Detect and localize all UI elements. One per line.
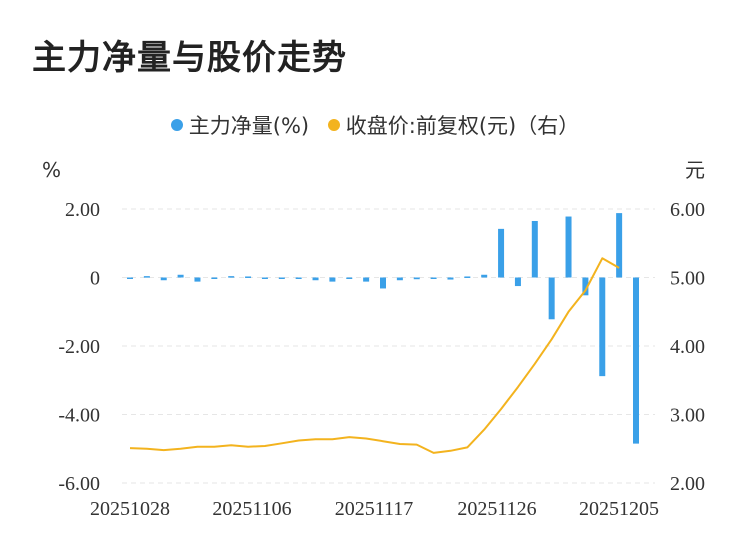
net-volume-bar (245, 276, 252, 278)
x-tick-label: 20251126 (457, 498, 536, 520)
x-axis: 20251028 20251106 20251117 20251126 20251205 (90, 498, 659, 520)
y-right-tick-label: 2.00 (670, 473, 705, 495)
net-volume-bar (228, 276, 235, 278)
net-volume-bar (633, 277, 639, 444)
net-volume-bar (143, 276, 150, 278)
y-right-unit: 元 (685, 158, 705, 182)
legend-label-net-volume: 主力净量(%) (188, 114, 310, 138)
net-volume-bar (565, 216, 572, 278)
net-volume-bar (261, 277, 268, 279)
net-volume-bar (447, 277, 454, 280)
close-price-line (129, 257, 620, 454)
x-tick-label: 20251205 (579, 498, 659, 520)
legend-item-close-price[interactable]: 收盘价:前复权(元)（右） (327, 110, 580, 140)
net-volume-bar (194, 277, 201, 282)
net-volume-bar (599, 277, 606, 377)
price-line (129, 257, 620, 454)
net-volume-bar (329, 277, 336, 282)
y-left-tick-label: -4.00 (58, 405, 100, 427)
x-tick-label: 20251106 (212, 498, 291, 520)
net-volume-bar (548, 277, 555, 320)
net-volume-bar (498, 228, 505, 278)
net-volume-bar (346, 277, 353, 279)
legend-swatch-net-volume (170, 119, 183, 131)
y-right-tick-label: 4.00 (670, 336, 705, 358)
net-volume-bar (312, 277, 319, 281)
y-right-tick-label: 6.00 (670, 199, 705, 221)
y-left-tick-label: 0 (90, 268, 100, 290)
net-volume-bar (295, 277, 302, 279)
net-volume-bars (127, 213, 639, 444)
y-right-tick-label: 3.00 (670, 405, 705, 427)
net-volume-bar (413, 277, 420, 280)
net-volume-bar (531, 220, 538, 278)
y-left-tick-label: 2.00 (65, 199, 100, 221)
chart-title: 主力净量与股价走势 (32, 38, 347, 78)
net-volume-bar (464, 276, 471, 278)
net-volume-bar (160, 277, 167, 281)
y-right-tick-label: 5.00 (670, 268, 705, 290)
net-volume-bar (514, 277, 521, 287)
net-volume-bar (177, 274, 184, 278)
net-volume-bar (127, 277, 133, 279)
net-volume-bar (582, 277, 589, 296)
y-right-axis: 6.00 5.00 4.00 3.00 2.00 (670, 199, 705, 495)
net-volume-bar (430, 277, 437, 279)
x-tick-label: 20251028 (90, 498, 170, 520)
net-volume-bar (363, 277, 370, 282)
y-left-tick-label: -2.00 (58, 336, 100, 358)
legend-item-net-volume[interactable]: 主力净量(%) (170, 110, 310, 140)
y-left-unit: % (42, 158, 61, 182)
y-left-axis: 2.00 0 -2.00 -4.00 -6.00 (58, 199, 100, 495)
legend: 主力净量(%) 收盘价:前复权(元)（右） (0, 110, 750, 140)
net-volume-bar (211, 277, 218, 279)
net-volume-bar (396, 277, 403, 281)
y-left-tick-label: -6.00 (58, 473, 100, 495)
legend-label-close-price: 收盘价:前复权(元)（右） (345, 114, 580, 138)
legend-swatch-close-price (327, 119, 340, 131)
net-volume-bar (616, 213, 623, 278)
net-volume-bar (481, 274, 488, 278)
x-tick-label: 20251117 (335, 498, 414, 520)
net-volume-bar (278, 277, 285, 279)
net-volume-bar (380, 277, 386, 289)
